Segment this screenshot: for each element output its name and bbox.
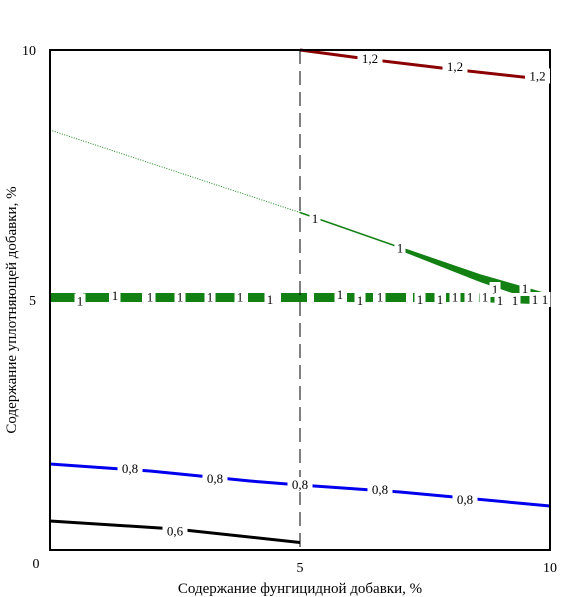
contour-label: 1 bbox=[337, 287, 344, 302]
contour-label-bg bbox=[357, 51, 383, 66]
contour-label: 0,8 bbox=[207, 471, 223, 486]
contour-label-bg bbox=[74, 293, 86, 309]
contour-label: 1 bbox=[492, 282, 499, 297]
contour-label: 1 bbox=[112, 288, 119, 303]
contour-label-bg bbox=[354, 293, 366, 308]
contour-label-bg bbox=[414, 292, 426, 307]
contour-label: 1 bbox=[267, 292, 274, 307]
y-tick-label: 5 bbox=[29, 294, 36, 309]
contour-label-bg bbox=[452, 492, 478, 507]
contour-label-bg bbox=[509, 293, 521, 308]
contour-label-bg bbox=[287, 477, 313, 492]
contour-label-bg bbox=[464, 289, 476, 305]
contour-label: 1 bbox=[147, 290, 154, 305]
y-tick-label: 10 bbox=[22, 44, 36, 59]
contour-label: 1 bbox=[482, 290, 489, 305]
contour-label: 1 bbox=[542, 292, 549, 307]
contour-label: 1,2 bbox=[362, 51, 378, 66]
contour-label: 1 bbox=[497, 293, 504, 308]
contour-label-bg bbox=[539, 292, 551, 307]
contour-label-bg bbox=[519, 281, 531, 296]
contour-label: 1 bbox=[312, 211, 319, 226]
contour-label-bg bbox=[162, 523, 188, 539]
contour-label-bg bbox=[434, 292, 446, 307]
contour-label-bg bbox=[117, 461, 143, 476]
contour-label: 1 bbox=[437, 292, 444, 307]
contour-label: 0,6 bbox=[167, 524, 184, 539]
contour-label: 1 bbox=[532, 292, 539, 307]
contour-label-bg bbox=[144, 289, 156, 305]
contour-label-bg bbox=[494, 293, 506, 308]
contour-label: 1 bbox=[207, 290, 214, 305]
contour-label-bg bbox=[449, 289, 461, 305]
contour-label-bg bbox=[525, 68, 550, 84]
contour-label: 1,2 bbox=[447, 59, 463, 74]
contour-label-bg bbox=[204, 289, 216, 305]
contour-label-bg bbox=[109, 288, 121, 303]
contour-label: 1 bbox=[397, 241, 404, 256]
contour-line-0 bbox=[299, 48, 551, 82]
contour-label: 1 bbox=[77, 294, 84, 309]
contour-label-bg bbox=[234, 289, 246, 305]
y-axis-label: Содержание уплотняющей добавки, % bbox=[4, 186, 20, 433]
contour-label: 1 bbox=[177, 290, 184, 305]
contour-label-bg bbox=[202, 471, 228, 486]
contour-label: 1 bbox=[512, 293, 519, 308]
contour-label-bg bbox=[367, 482, 393, 497]
x-axis-label: Содержание фунгицидной добавки, % bbox=[178, 581, 422, 597]
contour-label-bg bbox=[309, 211, 321, 226]
contour-label: 0,8 bbox=[122, 461, 138, 476]
contour-label: 1 bbox=[357, 293, 364, 308]
contour-label-bg bbox=[264, 292, 276, 307]
contour-line-2 bbox=[299, 211, 551, 296]
contour-label: 1 bbox=[452, 290, 459, 305]
contour-label-bg bbox=[374, 289, 386, 305]
contour-label: 1 bbox=[417, 292, 424, 307]
origin-tick-label: 0 bbox=[33, 557, 40, 572]
contour-label: 0,8 bbox=[457, 492, 473, 507]
contour-label: 1,2 bbox=[529, 69, 545, 84]
contour-label: 1 bbox=[237, 290, 244, 305]
x-tick-label: 5 bbox=[297, 561, 304, 576]
contour-label-bg bbox=[174, 289, 186, 305]
contour-label: 0,8 bbox=[372, 482, 388, 497]
contour-band-2 bbox=[400, 247, 550, 306]
contour-label-bg bbox=[442, 59, 468, 74]
contour-label-bg bbox=[489, 282, 501, 297]
contour-label: 0,8 bbox=[292, 477, 308, 492]
x-tick-label: 10 bbox=[543, 561, 557, 576]
contour-label: 1 bbox=[377, 290, 384, 305]
contour-line-1 bbox=[49, 129, 301, 213]
contour-label: 1 bbox=[522, 281, 529, 296]
contour-label: 1 bbox=[467, 290, 474, 305]
tick-label-layer: 5 10 0 10 5 bbox=[22, 44, 557, 576]
contour-label-bg bbox=[334, 287, 346, 302]
contour-label-bg bbox=[394, 240, 406, 256]
contour-label-bg bbox=[529, 292, 541, 307]
contour-label-bg bbox=[479, 289, 491, 305]
